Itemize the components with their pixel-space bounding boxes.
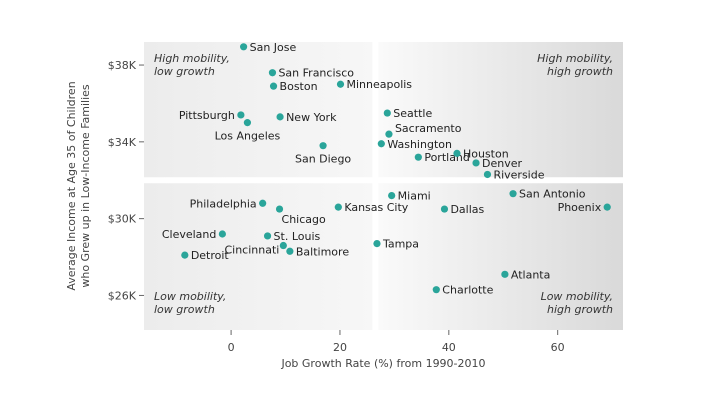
point-label: Kansas City xyxy=(344,201,408,214)
point-marker xyxy=(336,80,345,88)
point-marker xyxy=(373,240,381,248)
x-tick-label: 20 xyxy=(333,341,347,354)
point-marker xyxy=(268,69,277,77)
point-label: Los Angeles xyxy=(215,130,281,143)
point-label: Pittsburgh xyxy=(179,109,235,122)
quadrant-bottom-right xyxy=(378,183,623,330)
y-axis-label-line-2: who Grew up in Low-Income Families xyxy=(79,84,92,288)
y-axis-label-line-1: Average Income at Age 35 of Children xyxy=(65,81,78,290)
point-label: Washington xyxy=(387,138,452,151)
point-label: Cincinnati xyxy=(224,244,279,257)
point-label: San Francisco xyxy=(278,67,354,80)
point-marker xyxy=(263,232,272,240)
x-tick-label: 60 xyxy=(551,341,565,354)
point-marker xyxy=(237,111,245,119)
x-axis-label: Job Growth Rate (%) from 1990-2010 xyxy=(280,357,485,370)
point-label: New York xyxy=(286,111,337,124)
point-label: Sacramento xyxy=(395,122,462,135)
point-marker xyxy=(509,190,517,198)
point-marker xyxy=(472,159,480,167)
point-marker xyxy=(240,43,248,51)
point-label: Dallas xyxy=(450,203,484,216)
quadrant-label-top-left: High mobility, xyxy=(154,52,230,65)
quadrant-backgrounds xyxy=(144,42,623,330)
point-label: Charlotte xyxy=(442,284,493,297)
quadrant-label-top-left: low growth xyxy=(154,65,215,78)
point-label: Detroit xyxy=(191,249,230,262)
point-marker xyxy=(432,286,440,294)
point-label: San Diego xyxy=(295,153,351,166)
quadrant-label-bottom-right: Low mobility, xyxy=(541,290,613,303)
x-tick-label: 0 xyxy=(228,341,235,354)
point-marker xyxy=(501,270,509,278)
point-label: Atlanta xyxy=(511,268,550,281)
point-marker xyxy=(259,199,267,207)
point-marker xyxy=(181,251,189,259)
point-marker xyxy=(279,241,287,250)
axis-labels: Job Growth Rate (%) from 1990-2010 Avera… xyxy=(65,81,486,370)
point-marker xyxy=(385,130,393,138)
point-marker xyxy=(453,149,461,157)
point-label: Baltimore xyxy=(296,245,349,258)
point-label: Seattle xyxy=(393,107,432,120)
quadrant-label-bottom-right: high growth xyxy=(547,303,613,316)
quadrant-label-bottom-left: low growth xyxy=(154,303,215,316)
point-marker xyxy=(414,153,422,161)
point-marker xyxy=(269,82,278,90)
y-tick-label: $34K xyxy=(108,136,137,149)
quadrant-label-top-right: High mobility, xyxy=(537,52,613,65)
point-marker xyxy=(275,205,284,213)
point-marker xyxy=(603,203,611,211)
point-marker xyxy=(243,119,252,127)
point-label: San Jose xyxy=(250,41,297,54)
point-label: Riverside xyxy=(493,168,544,181)
point-marker xyxy=(377,140,385,148)
point-marker xyxy=(334,203,342,211)
point-marker xyxy=(276,113,284,121)
point-marker xyxy=(319,142,327,150)
point-label: Miami xyxy=(398,190,431,203)
point-label: Minneapolis xyxy=(346,78,412,91)
point-label: Boston xyxy=(280,80,318,93)
point-label: San Antonio xyxy=(519,188,586,201)
quadrant-label-bottom-left: Low mobility, xyxy=(154,290,226,303)
point-label: Cleveland xyxy=(162,228,217,241)
point-label: Philadelphia xyxy=(190,197,257,210)
x-tick-label: 40 xyxy=(442,341,456,354)
point-label: Denver xyxy=(482,157,522,170)
axis-ticks: $26K $30K $34K $38K 0 20 40 60 xyxy=(108,59,565,354)
point-marker xyxy=(286,247,294,255)
y-tick-label: $38K xyxy=(108,59,137,72)
point-marker xyxy=(483,170,492,179)
quadrant-top-left xyxy=(144,42,373,178)
point-label: Tampa xyxy=(382,238,419,251)
y-tick-label: $26K xyxy=(108,289,137,302)
point-marker xyxy=(440,205,449,213)
point-marker xyxy=(218,230,226,238)
point-label: Chicago xyxy=(282,213,326,226)
quadrant-label-top-right: high growth xyxy=(547,65,613,78)
point-label: St. Louis xyxy=(274,230,321,243)
point-label: Houston xyxy=(463,147,509,160)
point-marker xyxy=(383,109,391,117)
point-label: Phoenix xyxy=(558,201,602,214)
y-tick-label: $30K xyxy=(108,213,137,226)
point-marker xyxy=(388,192,396,200)
